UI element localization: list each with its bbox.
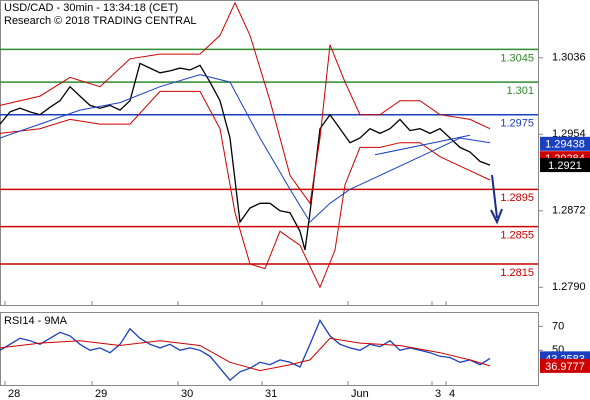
series-line bbox=[0, 319, 491, 382]
chart-subtitle: Research © 2018 TRADING CENTRAL bbox=[4, 15, 197, 27]
x-tick-label: 3 bbox=[435, 388, 441, 400]
level-label: 1.3045 bbox=[500, 52, 534, 64]
forecast-arrow bbox=[490, 174, 503, 225]
x-tick-label: 28 bbox=[8, 388, 20, 400]
series-line bbox=[0, 337, 491, 372]
series-line bbox=[374, 134, 471, 156]
series-line bbox=[0, 74, 491, 223]
series-line bbox=[0, 90, 491, 289]
y-tick-label: 1.2790 bbox=[552, 281, 586, 293]
level-label: 1.2895 bbox=[500, 192, 534, 204]
y-tick-label: 70 bbox=[552, 320, 564, 332]
series-line bbox=[0, 62, 491, 251]
x-tick-label: Jun bbox=[351, 388, 369, 400]
panel-frame bbox=[0, 0, 539, 306]
panel-frame bbox=[0, 312, 539, 386]
x-tick-label: 4 bbox=[449, 388, 455, 400]
level-label: 1.2855 bbox=[500, 230, 534, 242]
price-label-box bbox=[540, 136, 590, 151]
price-label: 1.2921 bbox=[548, 160, 582, 172]
series-line bbox=[0, 1, 491, 205]
price-label-box bbox=[540, 158, 590, 173]
y-tick-label: 1.3036 bbox=[552, 52, 586, 64]
chart-title: USD/CAD - 30min - 13:34:18 (CET) bbox=[4, 2, 178, 14]
price-label: 36.9777 bbox=[545, 361, 585, 373]
x-tick-label: 30 bbox=[181, 388, 193, 400]
rsi-title: RSI14 - 9MA bbox=[4, 315, 68, 327]
level-label: 1.2815 bbox=[500, 267, 534, 279]
y-tick-label: 1.2872 bbox=[552, 205, 586, 217]
x-tick-label: 31 bbox=[265, 388, 277, 400]
level-label: 1.301 bbox=[506, 85, 534, 97]
x-tick-label: 29 bbox=[95, 388, 107, 400]
level-label: 1.2975 bbox=[500, 118, 534, 130]
price-label-box bbox=[540, 358, 590, 373]
price-label: 1.29438 bbox=[545, 139, 585, 151]
